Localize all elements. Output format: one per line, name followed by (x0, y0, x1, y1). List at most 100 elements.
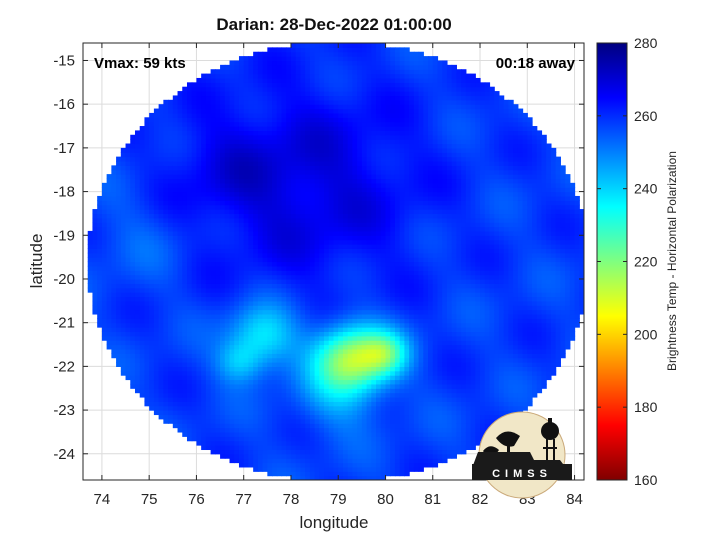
swath-pixel (300, 152, 306, 158)
swath-pixel (186, 383, 193, 389)
swath-pixel (111, 292, 117, 298)
swath-pixel (215, 305, 221, 311)
swath-pixel (257, 401, 264, 407)
swath-pixel (168, 244, 174, 249)
swath-pixel (366, 139, 372, 145)
swath-pixel (338, 292, 344, 298)
swath-pixel (286, 327, 292, 333)
swath-pixel (87, 265, 94, 271)
swath-pixel (168, 322, 174, 328)
swath-pixel (177, 217, 183, 223)
swath-pixel (295, 139, 302, 145)
swath-pixel (111, 230, 117, 236)
swath-pixel (201, 322, 207, 328)
swath-pixel (324, 160, 330, 166)
swath-pixel (210, 300, 216, 306)
swath-pixel (139, 305, 146, 311)
swath-pixel (253, 366, 259, 372)
swath-pixel (333, 287, 339, 293)
swath-pixel (186, 200, 193, 206)
swath-pixel (111, 353, 117, 359)
swath-pixel (120, 147, 127, 153)
swath-pixel (290, 134, 297, 140)
swath-pixel (243, 156, 250, 162)
swath-pixel (238, 340, 245, 346)
swath-pixel (309, 340, 316, 346)
swath-pixel (215, 274, 221, 280)
swath-pixel (215, 396, 221, 402)
swath-pixel (290, 471, 297, 477)
swath-pixel (248, 126, 254, 131)
swath-pixel (366, 117, 372, 123)
swath-pixel (309, 213, 316, 219)
swath-pixel (333, 60, 339, 66)
swath-pixel (276, 278, 283, 284)
swath-pixel (272, 152, 278, 158)
swath-pixel (309, 414, 316, 420)
swath-pixel (342, 392, 349, 398)
swath-pixel (281, 300, 287, 306)
swath-pixel (210, 274, 216, 280)
swath-pixel (220, 248, 226, 254)
swath-pixel (319, 112, 325, 118)
swath-pixel (371, 217, 377, 223)
swath-pixel (352, 239, 358, 245)
swath-pixel (158, 200, 164, 206)
swath-pixel (153, 169, 160, 175)
swath-pixel (97, 244, 103, 249)
swath-pixel (248, 213, 254, 219)
swath-pixel (290, 204, 297, 210)
swath-pixel (267, 86, 273, 92)
swath-pixel (201, 357, 207, 363)
swath-pixel (253, 156, 259, 162)
swath-pixel (210, 117, 216, 123)
swath-pixel (144, 366, 150, 372)
swath-pixel (333, 56, 339, 62)
swath-pixel (139, 191, 146, 197)
swath-pixel (177, 121, 183, 127)
swath-pixel (234, 270, 240, 276)
swath-pixel (205, 147, 212, 153)
swath-pixel (319, 278, 325, 284)
swath-pixel (186, 95, 193, 101)
swath-pixel (229, 239, 235, 245)
swath-pixel (172, 335, 179, 341)
swath-pixel (120, 152, 127, 158)
swath-pixel (300, 340, 306, 346)
swath-pixel (210, 440, 216, 446)
swath-pixel (257, 331, 264, 337)
swath-pixel (238, 152, 245, 158)
swath-pixel (253, 375, 259, 381)
swath-pixel (238, 117, 245, 123)
swath-pixel (134, 274, 141, 280)
swath-pixel (352, 77, 358, 83)
swath-pixel (347, 379, 354, 385)
swath-pixel (276, 265, 283, 271)
swath-pixel (168, 305, 174, 311)
swath-pixel (361, 239, 368, 245)
swath-pixel (139, 375, 146, 381)
swath-pixel (319, 418, 325, 424)
swath-pixel (328, 427, 335, 433)
swath-pixel (153, 139, 160, 145)
swath-pixel (333, 235, 339, 241)
swath-pixel (158, 405, 164, 411)
swath-pixel (281, 73, 287, 79)
swath-pixel (305, 248, 311, 254)
swath-pixel (191, 112, 198, 118)
swath-pixel (229, 108, 235, 114)
swath-pixel (220, 423, 226, 429)
swath-pixel (338, 375, 344, 381)
swath-pixel (134, 200, 141, 206)
swath-pixel (347, 270, 354, 276)
swath-pixel (262, 418, 268, 424)
swath-pixel (144, 178, 150, 184)
swath-pixel (267, 139, 273, 145)
swath-pixel (267, 200, 273, 206)
swath-pixel (111, 209, 117, 215)
swath-pixel (125, 195, 131, 201)
swath-pixel (139, 235, 146, 241)
swath-pixel (281, 86, 287, 92)
swath-pixel (342, 112, 349, 118)
swath-pixel (333, 147, 339, 153)
